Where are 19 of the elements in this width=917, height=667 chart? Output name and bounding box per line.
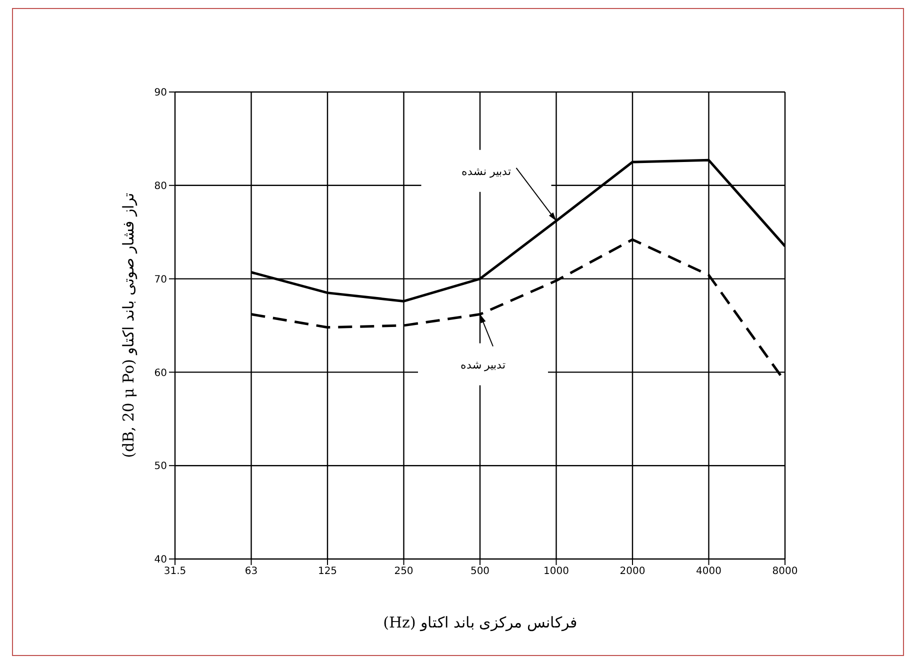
x-tick-label: 500 [470,566,490,578]
x-tick-label: 4000 [696,566,722,578]
y-tick-label: 90 [154,88,167,99]
x-tick-label: 63 [244,566,258,578]
x-tick-label: 8000 [772,566,798,578]
y-tick-label: 50 [154,461,167,472]
y-tick-label: 70 [154,274,167,286]
x-axis-title: فرکانس مرکزی باند اکتاو (Hz) [383,614,577,632]
x-tick-label: 125 [318,566,338,578]
annotation: تدبیر شده [460,358,506,372]
y-tick-label: 60 [154,368,167,379]
annotation: تدبیر نشده [462,164,511,178]
y-tick-label: 80 [154,180,167,192]
y-axis-title: تراز فشار صوتی باند اکتاو (dB, 20 μ Po) [119,193,138,458]
y-tick-label: 40 [154,554,167,566]
x-tick-label: 2000 [620,566,646,578]
x-tick-label: 31.5 [164,566,186,578]
x-tick-label: 250 [394,566,414,578]
x-tick-label: 1000 [544,566,569,578]
